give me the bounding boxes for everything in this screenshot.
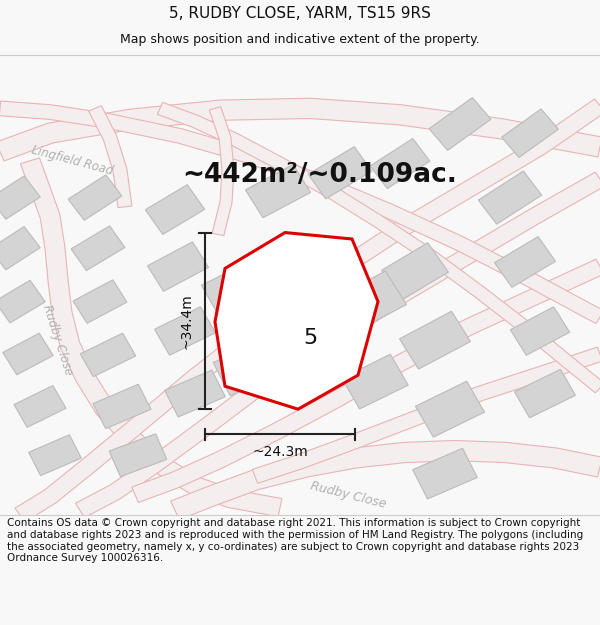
Text: Contains OS data © Crown copyright and database right 2021. This information is : Contains OS data © Crown copyright and d…	[7, 518, 583, 563]
Polygon shape	[3, 333, 53, 375]
Polygon shape	[68, 175, 122, 220]
Polygon shape	[14, 386, 66, 428]
Polygon shape	[494, 237, 556, 288]
Polygon shape	[145, 185, 205, 234]
Polygon shape	[148, 242, 209, 291]
Polygon shape	[400, 311, 470, 369]
Polygon shape	[415, 381, 485, 437]
Polygon shape	[382, 242, 448, 299]
Text: ~34.4m: ~34.4m	[180, 293, 194, 349]
Polygon shape	[245, 164, 311, 217]
Polygon shape	[342, 354, 408, 409]
Polygon shape	[155, 307, 215, 355]
Polygon shape	[170, 441, 600, 520]
Polygon shape	[511, 307, 569, 355]
Polygon shape	[164, 370, 226, 417]
Polygon shape	[502, 109, 559, 158]
Polygon shape	[15, 99, 600, 522]
Polygon shape	[308, 147, 372, 199]
Text: ~442m²/~0.109ac.: ~442m²/~0.109ac.	[182, 162, 457, 188]
Text: Map shows position and indicative extent of the property.: Map shows position and indicative extent…	[120, 33, 480, 46]
Polygon shape	[209, 107, 234, 236]
Text: 5: 5	[303, 328, 317, 348]
Polygon shape	[89, 106, 132, 208]
Polygon shape	[253, 347, 600, 483]
Text: Rudby Close: Rudby Close	[309, 479, 387, 511]
Polygon shape	[93, 384, 151, 429]
Polygon shape	[0, 101, 600, 324]
Polygon shape	[76, 172, 600, 518]
Polygon shape	[157, 102, 600, 393]
Polygon shape	[0, 280, 45, 323]
Text: Lingfield Road: Lingfield Road	[30, 144, 114, 178]
Polygon shape	[109, 434, 167, 477]
Polygon shape	[20, 158, 282, 517]
Text: ~24.3m: ~24.3m	[252, 446, 308, 459]
Polygon shape	[71, 226, 125, 271]
Polygon shape	[478, 171, 542, 224]
Polygon shape	[429, 98, 491, 151]
Polygon shape	[0, 98, 600, 161]
Polygon shape	[215, 232, 378, 409]
Polygon shape	[213, 340, 283, 396]
Polygon shape	[80, 333, 136, 377]
Polygon shape	[202, 261, 269, 318]
Polygon shape	[413, 448, 478, 499]
Polygon shape	[370, 139, 430, 189]
Polygon shape	[73, 280, 127, 323]
Polygon shape	[29, 435, 82, 476]
Polygon shape	[515, 369, 575, 418]
Text: 5, RUDBY CLOSE, YARM, TS15 9RS: 5, RUDBY CLOSE, YARM, TS15 9RS	[169, 6, 431, 21]
Polygon shape	[0, 227, 40, 270]
Polygon shape	[131, 259, 600, 502]
Text: Rudby Close: Rudby Close	[40, 303, 76, 377]
Polygon shape	[0, 176, 40, 219]
Polygon shape	[334, 271, 406, 332]
